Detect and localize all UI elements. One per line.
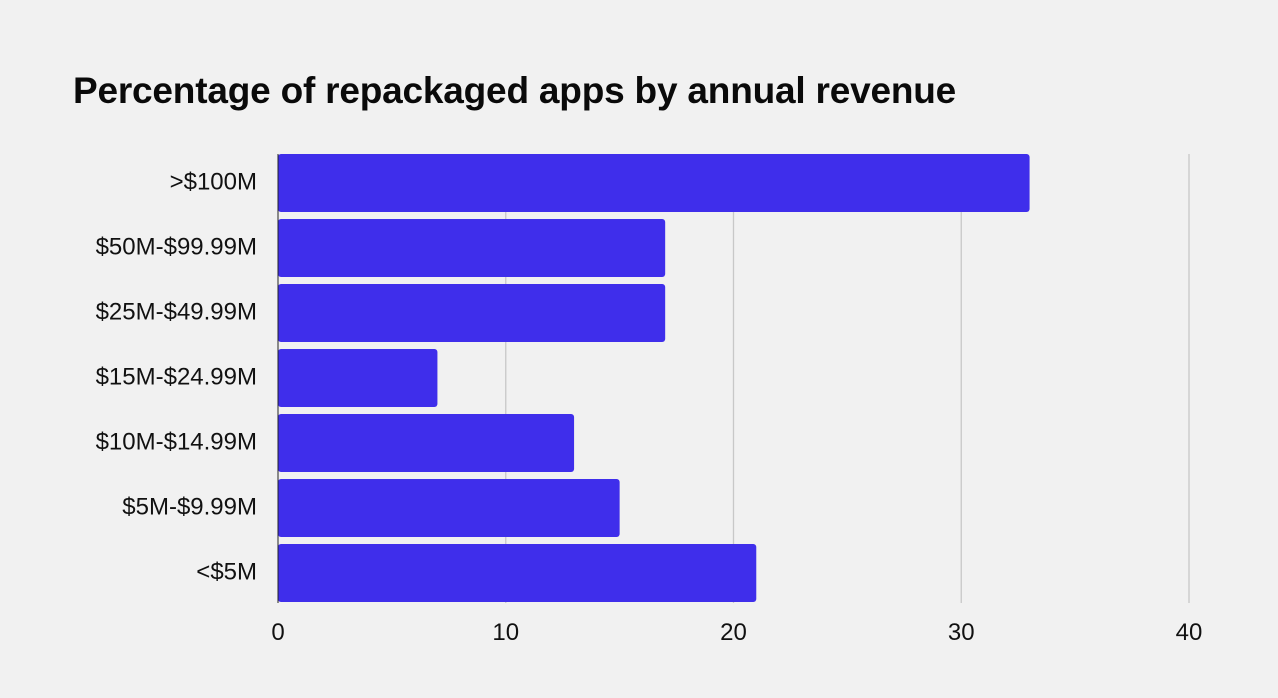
category-label: >$100M	[170, 168, 257, 195]
bar[interactable]	[278, 154, 1030, 212]
bar[interactable]	[278, 284, 666, 342]
x-tick-label: 0	[271, 619, 284, 646]
bar[interactable]	[278, 349, 438, 407]
category-label: $50M-$99.99M	[96, 233, 257, 260]
bar[interactable]	[278, 544, 757, 602]
category-label: $5M-$9.99M	[122, 493, 257, 520]
x-tick-label: 20	[720, 619, 747, 646]
y-axis-labels: >$100M $50M-$99.99M $25M-$49.99M $15M-$24.9…	[96, 168, 257, 585]
category-label: $25M-$49.99M	[96, 298, 257, 325]
x-tick-label: 10	[492, 619, 519, 646]
bar[interactable]	[278, 219, 666, 277]
category-label: <$5M	[196, 558, 257, 585]
chart-title: Percentage of repackaged apps by annual …	[73, 70, 957, 111]
bar[interactable]	[278, 414, 575, 472]
x-tick-label: 40	[1176, 619, 1203, 646]
bar[interactable]	[278, 479, 620, 537]
x-tick-label: 30	[948, 619, 975, 646]
category-label: $15M-$24.99M	[96, 363, 257, 390]
bars	[278, 154, 1030, 602]
category-label: $10M-$14.99M	[96, 428, 257, 455]
x-axis-labels: 0 10 20 30 40	[271, 619, 1202, 646]
